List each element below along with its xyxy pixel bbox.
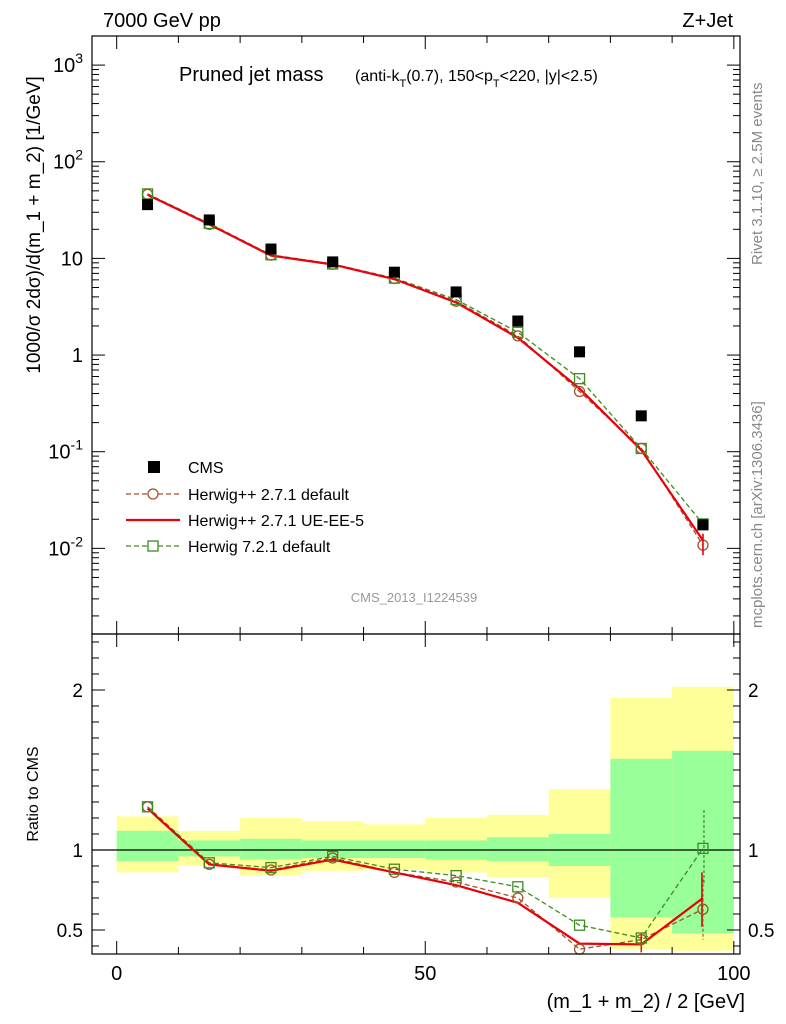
uncertainty-band-inner [610,758,673,918]
main-y-axis-label: 1000/σ 2dσ)/d(m_1 + m_2) [1/GeV] [24,76,45,374]
legend-marker-herwig7 [147,540,159,552]
uncertainty-band-inner [240,838,302,860]
x-tick-label: 0 [111,963,122,985]
x-tick-label: 50 [414,963,436,985]
ratio-marker-herwig7 [265,861,277,874]
series-line-herwigpp-ueee5 [147,193,704,541]
ratio-y-tick-label-right: 2 [748,681,759,702]
legend-label: Herwig++ 2.7.1 UE-EE-5 [188,513,364,530]
legend: CMS Herwig++ 2.7.1 default Herwig++ 2.7.1 … [126,460,364,556]
ratio-marker-herwig7 [697,842,709,855]
process-label: Z+Jet [682,10,733,32]
legend-marker-herwigpp-default [147,488,159,500]
data-point-cms [450,286,462,298]
ratio-marker-herwig7 [512,881,524,893]
energy-label: 7000 GeV pp [103,10,221,32]
main-plot-content [141,188,709,556]
data-point-cms [574,346,586,358]
data-point-cms [265,243,277,255]
ratio-marker-herwig7 [327,850,339,863]
ratio-marker-herwig7 [203,857,215,869]
y-tick-label: 10 [61,248,83,270]
ratio-marker-herwig7 [388,863,401,875]
ratio-marker-herwig7 [450,869,462,882]
main-panel: 10-2 10-1 1 10 102 103 Pruned jet mass (anti-… [24,35,741,635]
ratio-y-tick-label: 1 [72,841,83,862]
ratio-line-herwig7 [147,806,704,939]
uncertainty-band-inner [301,840,364,858]
plot-title: Pruned jet mass [179,64,324,86]
x-axis-label: (m_1 + m_2) / 2 [GeV] [547,991,745,1013]
ratio-marker-herwig7 [635,932,647,944]
ratio-frame [91,633,741,955]
marker-herwig7 [141,188,154,200]
ratio-y-tick-label-right: 0.5 [748,921,774,942]
data-point-cms [697,519,709,531]
uncertainty-band-inner [486,837,549,862]
legend-marker-cms [148,461,160,473]
data-point-cms [327,256,339,268]
y-tick-label: 103 [53,50,83,77]
ratio-marker-herwigpp-default [450,876,462,888]
data-point-cms [142,199,154,211]
uncertainty-band-inner [672,750,734,934]
ratio-marker-herwigpp-default [512,892,524,904]
data-point-cms [635,410,647,422]
y-tick-label: 1 [72,345,83,367]
x-tick-label: 100 [717,963,750,985]
analysis-watermark: CMS_2013_I1224539 [351,590,478,605]
uncertainty-band-inner [363,840,426,858]
ratio-marker-herwigpp-default [697,903,709,915]
marker-herwig7 [635,442,647,455]
plot-subtitle: (anti-kT(0.7), 150<pT<220, |y|<2.5) [355,68,598,90]
marker-herwig7 [573,372,586,385]
data-point-cms [512,315,524,327]
y-tick-label: 102 [53,147,83,174]
legend-label: Herwig 7.2.1 default [188,539,331,556]
ratio-marker-herwig7 [573,919,586,931]
rivet-label: Rivet 3.1.10, ≥ 2.5M events [749,83,766,266]
legend-label: CMS [188,460,224,477]
ratio-line-herwigpp-ueee5 [146,807,704,946]
ratio-y-tick-label: 2 [72,681,83,702]
ratio-marker-herwig7 [141,801,154,813]
ratio-y-tick-label: 0.5 [57,921,83,942]
ratio-y-axis-label: Ratio to CMS [25,746,42,841]
main-axis-ticks: 10-2 10-1 1 10 102 103 [48,35,740,634]
mcplots-label: mcplots.cern.ch [arXiv:1306.3436] [749,401,766,628]
uncertainty-band-inner [116,830,179,862]
ratio-axis-ticks: 0.5 0.5 1 1 2 2 0 50 100 [57,634,774,985]
data-point-cms [203,214,215,226]
data-point-cms [388,266,400,278]
y-tick-label: 10-2 [48,533,83,560]
legend-label: Herwig++ 2.7.1 default [188,487,350,504]
y-tick-label: 10-1 [48,437,83,464]
ratio-panel: 0.5 0.5 1 1 2 2 0 50 100 Ratio to CMS (m_1 + m_2… [25,633,774,1013]
marker-herwig7 [512,326,524,338]
uncertainty-band-inner [178,840,241,857]
ratio-y-tick-label-right: 1 [748,841,759,862]
series-line-herwig7 [147,193,704,525]
marker-herwigpp-default [573,385,586,398]
